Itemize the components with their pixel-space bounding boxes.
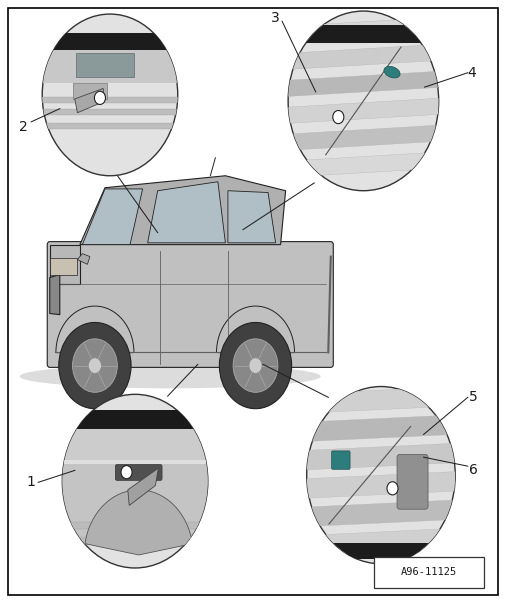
- Bar: [287, 25, 438, 42]
- Text: 4: 4: [466, 66, 475, 80]
- Polygon shape: [306, 415, 454, 441]
- FancyBboxPatch shape: [396, 455, 427, 509]
- Polygon shape: [82, 189, 142, 245]
- Polygon shape: [306, 387, 454, 413]
- Polygon shape: [287, 44, 438, 69]
- Bar: [374, 557, 483, 588]
- Wedge shape: [216, 306, 294, 353]
- Bar: [306, 543, 454, 560]
- Polygon shape: [128, 468, 158, 505]
- Polygon shape: [49, 274, 60, 315]
- Polygon shape: [227, 191, 275, 243]
- Circle shape: [121, 466, 132, 479]
- Text: 2: 2: [19, 119, 27, 134]
- FancyBboxPatch shape: [47, 242, 333, 367]
- Polygon shape: [80, 175, 285, 245]
- Bar: [62, 464, 208, 538]
- Circle shape: [306, 387, 454, 564]
- Circle shape: [248, 358, 262, 373]
- Circle shape: [219, 323, 291, 409]
- Circle shape: [72, 339, 117, 393]
- Polygon shape: [287, 125, 438, 150]
- Bar: [62, 522, 208, 529]
- Bar: [62, 460, 208, 464]
- Wedge shape: [85, 490, 192, 555]
- Polygon shape: [287, 71, 438, 96]
- Circle shape: [386, 482, 397, 495]
- Bar: [62, 410, 208, 429]
- Bar: [42, 51, 177, 83]
- Text: 1: 1: [27, 475, 35, 490]
- Ellipse shape: [20, 364, 320, 388]
- Circle shape: [332, 110, 343, 124]
- Bar: [49, 258, 77, 274]
- Bar: [42, 123, 177, 129]
- Circle shape: [88, 358, 101, 373]
- Text: 5: 5: [469, 390, 477, 405]
- Polygon shape: [306, 528, 454, 555]
- Polygon shape: [287, 98, 438, 124]
- Polygon shape: [306, 500, 454, 526]
- Text: 3: 3: [271, 11, 279, 25]
- Bar: [42, 33, 177, 51]
- Bar: [42, 97, 177, 103]
- Polygon shape: [75, 89, 105, 113]
- Circle shape: [287, 11, 438, 191]
- Ellipse shape: [383, 66, 399, 78]
- Polygon shape: [306, 472, 454, 498]
- FancyBboxPatch shape: [115, 464, 162, 481]
- Polygon shape: [77, 254, 90, 264]
- Polygon shape: [306, 443, 454, 470]
- Text: A96-11125: A96-11125: [400, 567, 457, 577]
- Bar: [73, 83, 107, 99]
- Circle shape: [94, 91, 105, 104]
- Polygon shape: [287, 152, 438, 177]
- Circle shape: [62, 394, 208, 568]
- Bar: [76, 53, 133, 77]
- Circle shape: [233, 339, 277, 393]
- Polygon shape: [287, 17, 438, 42]
- Polygon shape: [147, 182, 225, 243]
- Circle shape: [42, 14, 177, 175]
- Bar: [62, 429, 208, 462]
- Polygon shape: [49, 245, 80, 283]
- Circle shape: [59, 323, 131, 409]
- Bar: [42, 110, 177, 115]
- Bar: [62, 537, 208, 544]
- Text: 6: 6: [469, 463, 477, 478]
- FancyBboxPatch shape: [331, 451, 349, 469]
- Wedge shape: [56, 306, 134, 353]
